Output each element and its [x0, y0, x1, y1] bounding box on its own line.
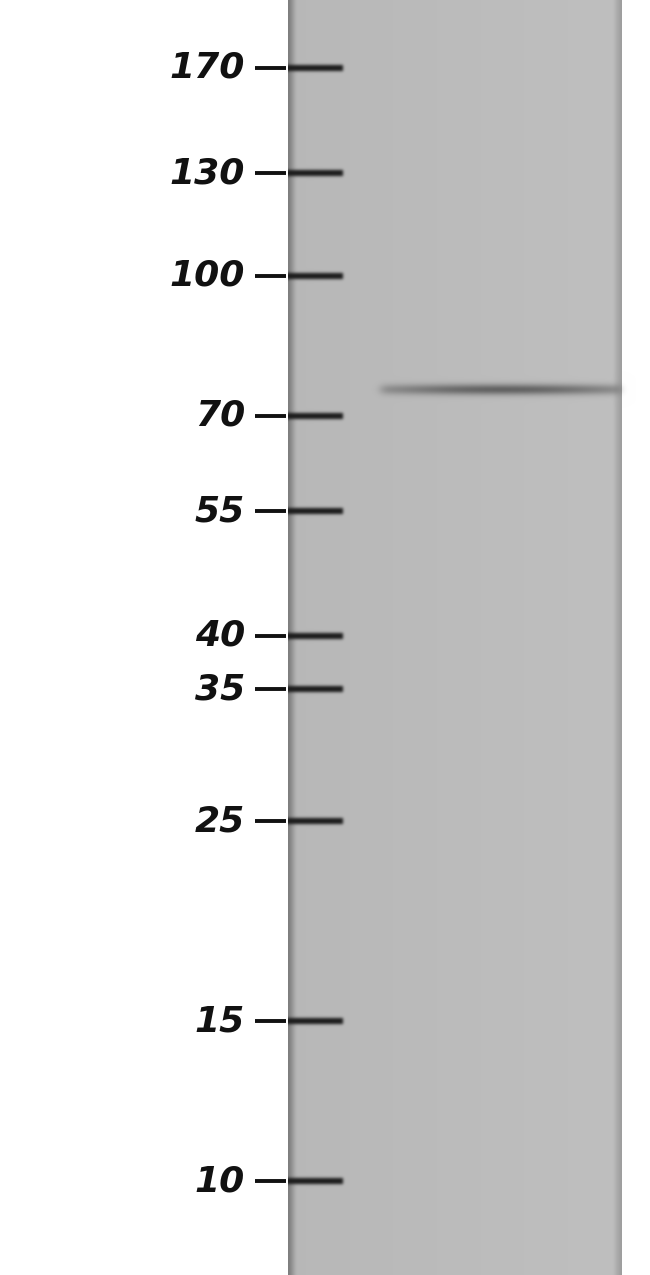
Text: 55: 55 — [195, 493, 245, 528]
Text: 40: 40 — [195, 618, 245, 653]
Text: 25: 25 — [195, 805, 245, 838]
Text: 35: 35 — [195, 672, 245, 706]
Text: 15: 15 — [195, 1003, 245, 1038]
Text: 130: 130 — [170, 156, 245, 190]
Text: 10: 10 — [195, 1164, 245, 1198]
Text: 100: 100 — [170, 259, 245, 293]
Text: 70: 70 — [195, 399, 245, 434]
Text: 170: 170 — [170, 51, 245, 85]
